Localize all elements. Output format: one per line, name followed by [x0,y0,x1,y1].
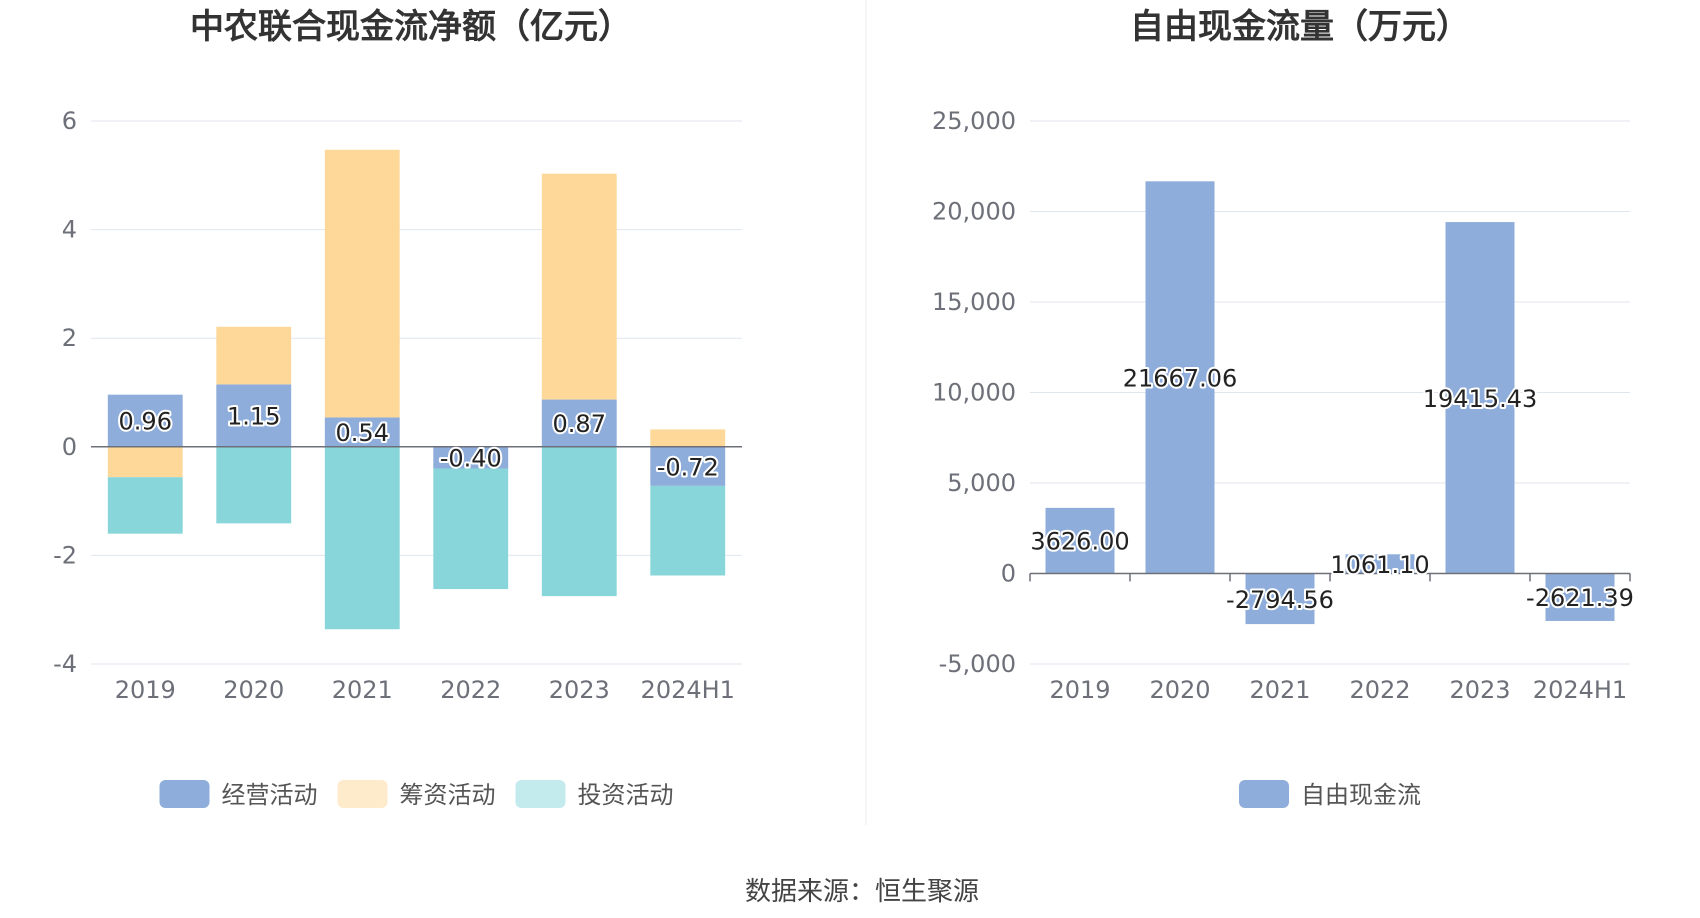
y-tick-label: 2 [62,324,77,352]
legend-swatch[interactable] [515,780,566,808]
x-tick-label: 2020 [223,676,284,704]
bar-投资活动-2019[interactable] [107,477,183,534]
bar-经营活动-2023[interactable] [541,399,617,447]
data-label: 0.96 [119,408,172,436]
chart-title: 中农联合现金流净额（亿元） [190,7,632,47]
bar-筹资活动-2020[interactable] [216,326,292,385]
bar-自由现金流-2021[interactable] [1245,573,1315,625]
legend-swatch[interactable] [1239,780,1289,808]
bar-自由现金流-2020[interactable] [1145,181,1215,574]
x-tick-label: 2024H1 [1533,676,1627,704]
data-label: 3626.00 [1030,528,1129,556]
data-label: -2621.39 [1526,584,1634,612]
bar-经营活动-2022[interactable] [433,446,509,469]
bar-投资活动-2022[interactable] [433,468,509,590]
legend-label[interactable]: 筹资活动 [400,781,496,809]
y-tick-label: 0 [1001,560,1016,588]
y-tick-label: -4 [53,650,77,678]
bar-投资活动-2021[interactable] [324,446,400,630]
y-tick-label: 6 [62,107,77,135]
data-label: -0.72 [657,453,719,481]
bar-筹资活动-2024H1[interactable] [650,429,726,447]
legend-label[interactable]: 经营活动 [222,781,318,809]
data-label: -2794.56 [1226,586,1334,614]
y-tick-label: 25,000 [932,107,1016,135]
data-label: 19415.43 [1423,385,1538,413]
y-tick-label: 5,000 [947,469,1016,497]
y-tick-label: -2 [53,541,77,569]
x-tick-label: 2023 [1449,676,1510,704]
bar-自由现金流-2022[interactable] [1345,554,1415,574]
legend-label[interactable]: 自由现金流 [1301,781,1421,809]
x-tick-label: 2023 [549,676,610,704]
x-tick-label: 2021 [332,676,393,704]
bar-投资活动-2024H1[interactable] [650,485,726,576]
bar-筹资活动-2021[interactable] [324,149,400,418]
free-cash-flow-chart: 自由现金流量（万元） -5,000 0 5,000 10,000 15,000 20,000… [932,7,1636,809]
x-tick-label: 2021 [1249,676,1310,704]
bar-投资活动-2020[interactable] [216,446,292,524]
data-label: 1061.10 [1330,551,1429,579]
data-label: 0.54 [336,419,389,447]
legend-swatch[interactable] [337,780,388,808]
bar-投资活动-2023[interactable] [541,446,617,597]
cash-flow-net-chart: 中农联合现金流净额（亿元） -4 -2 0 2 4 6 2019 2020 2021 2022 202… [53,7,742,809]
bar-经营活动-2019[interactable] [107,394,183,447]
x-tick-label: 2020 [1149,676,1210,704]
legend: 自由现金流 [1239,780,1421,809]
bar-经营活动-2024H1[interactable] [650,446,726,486]
bar-筹资活动-2019[interactable] [107,446,183,478]
chart-title: 自由现金流量（万元） [1130,7,1470,47]
bar-经营活动-2020[interactable] [216,384,292,447]
legend-label[interactable]: 投资活动 [578,781,674,809]
y-tick-label: 10,000 [932,379,1016,407]
data-label: 0.87 [553,410,606,438]
x-tick-label: 2022 [440,676,501,704]
bar-自由现金流-2024H1[interactable] [1545,573,1615,621]
legend: 经营活动 筹资活动 投资活动 [159,780,674,809]
x-tick-label: 2024H1 [641,676,735,704]
bar-经营活动-2021[interactable] [324,417,400,447]
x-tick-label: 2019 [115,676,176,704]
y-tick-label: 4 [62,216,77,244]
data-label: -0.40 [440,445,502,473]
source-note: 数据来源：恒生聚源 [745,877,979,907]
data-label: 21667.06 [1123,364,1238,392]
y-tick-label: 0 [62,433,77,461]
x-tick-label: 2022 [1349,676,1410,704]
bar-筹资活动-2023[interactable] [541,173,617,400]
y-tick-label: 15,000 [932,288,1016,316]
y-tick-label: 20,000 [932,198,1016,226]
bar-自由现金流-2019[interactable] [1045,507,1115,574]
bar-自由现金流-2023[interactable] [1445,222,1515,574]
data-label: 1.15 [227,403,280,431]
y-tick-label: -5,000 [939,650,1016,678]
x-tick-label: 2019 [1049,676,1110,704]
legend-swatch[interactable] [159,780,210,808]
